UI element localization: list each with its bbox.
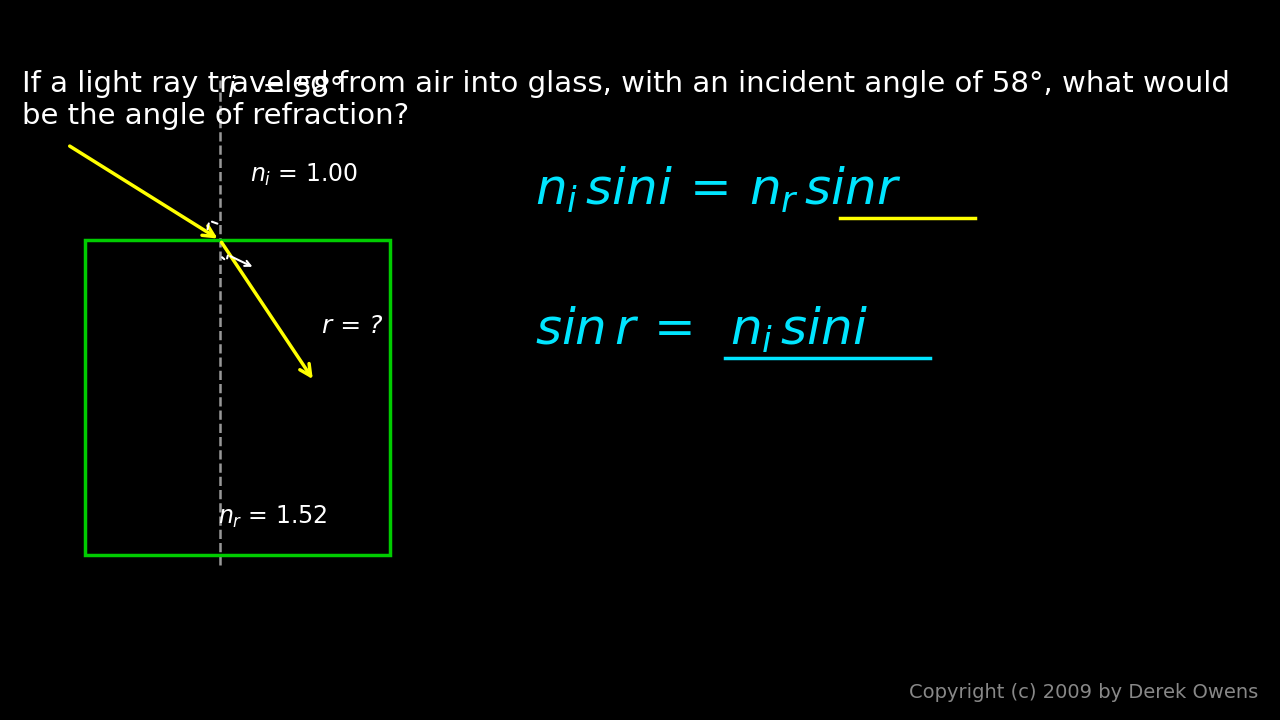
Text: i   = 58°: i = 58° [228, 75, 343, 103]
Text: $sin\,r\,=\,$: $sin\,r\,=\,$ [535, 306, 691, 354]
Text: $n_i\,sini\,=\,n_r\,sinr$: $n_i\,sini\,=\,n_r\,sinr$ [535, 165, 901, 215]
Text: r = ?: r = ? [323, 315, 383, 338]
Bar [84, 240, 390, 555]
Text: $n_i\,sini$: $n_i\,sini$ [730, 305, 868, 355]
Text: $n_i$ = 1.00: $n_i$ = 1.00 [250, 162, 358, 188]
Text: $n_r$ = 1.52: $n_r$ = 1.52 [218, 504, 326, 530]
Text: Copyright (c) 2009 by Derek Owens: Copyright (c) 2009 by Derek Owens [909, 683, 1258, 702]
Text: be the angle of refraction?: be the angle of refraction? [22, 102, 410, 130]
Text: If a light ray traveled from air into glass, with an incident angle of 58°, what: If a light ray traveled from air into gl… [22, 70, 1230, 98]
